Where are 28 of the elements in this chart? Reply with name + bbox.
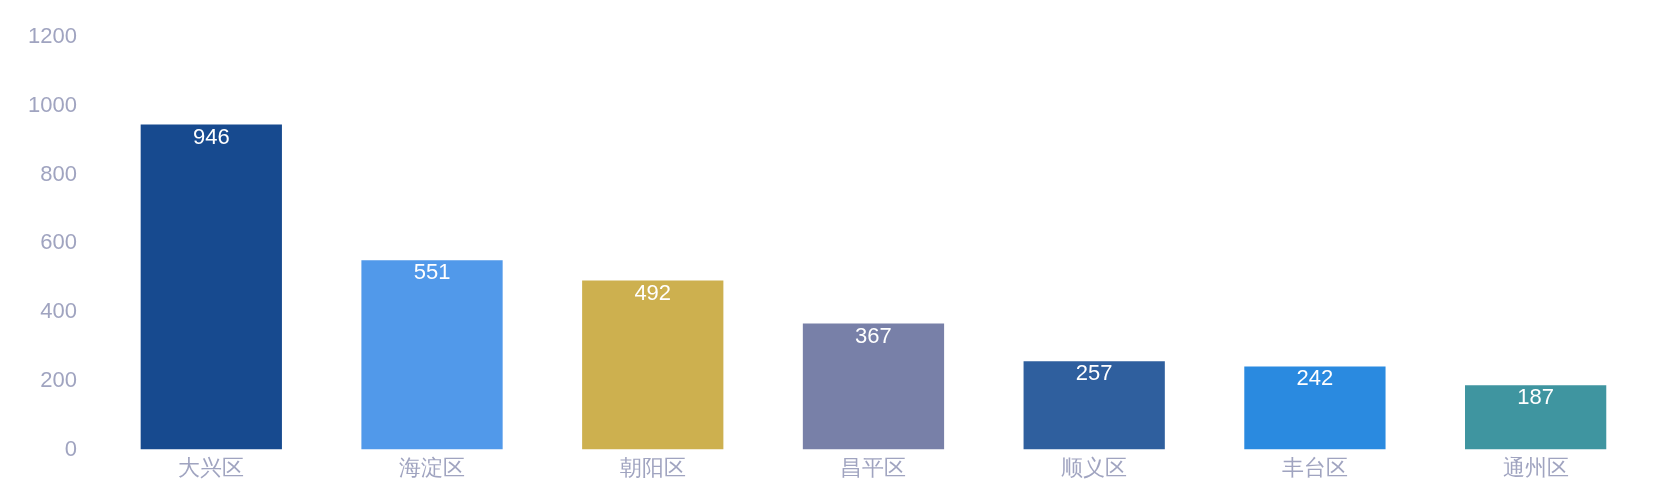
data-label: 492 bbox=[634, 279, 672, 305]
data-label: 257 bbox=[1075, 360, 1113, 386]
y-tick-label: 800 bbox=[40, 160, 77, 186]
data-label: 242 bbox=[1296, 365, 1334, 391]
data-label: 367 bbox=[855, 322, 892, 348]
y-tick-label: 600 bbox=[40, 229, 77, 255]
data-label: 187 bbox=[1517, 384, 1554, 410]
x-tick-label: 昌平区 bbox=[840, 454, 907, 480]
y-tick-label: 400 bbox=[40, 298, 77, 324]
data-label: 551 bbox=[413, 259, 451, 285]
x-tick-label: 通州区 bbox=[1502, 454, 1569, 480]
x-tick-label: 丰台区 bbox=[1281, 454, 1348, 480]
x-tick-label: 大兴区 bbox=[178, 454, 245, 480]
y-tick-label: 0 bbox=[64, 435, 77, 461]
bar bbox=[1465, 385, 1607, 450]
data-label: 946 bbox=[192, 123, 230, 149]
y-tick-label: 200 bbox=[40, 366, 77, 392]
bar bbox=[361, 260, 503, 450]
x-tick-label: 海淀区 bbox=[399, 454, 466, 480]
bar bbox=[582, 280, 724, 450]
bar bbox=[802, 323, 945, 450]
y-tick-label: 1200 bbox=[27, 23, 77, 49]
bar bbox=[1023, 361, 1165, 450]
bar bbox=[1244, 366, 1386, 450]
x-tick-label: 朝阳区 bbox=[619, 454, 686, 480]
y-tick-label: 1000 bbox=[27, 92, 77, 117]
bar bbox=[140, 124, 282, 450]
x-tick-label: 顺义区 bbox=[1061, 454, 1128, 480]
